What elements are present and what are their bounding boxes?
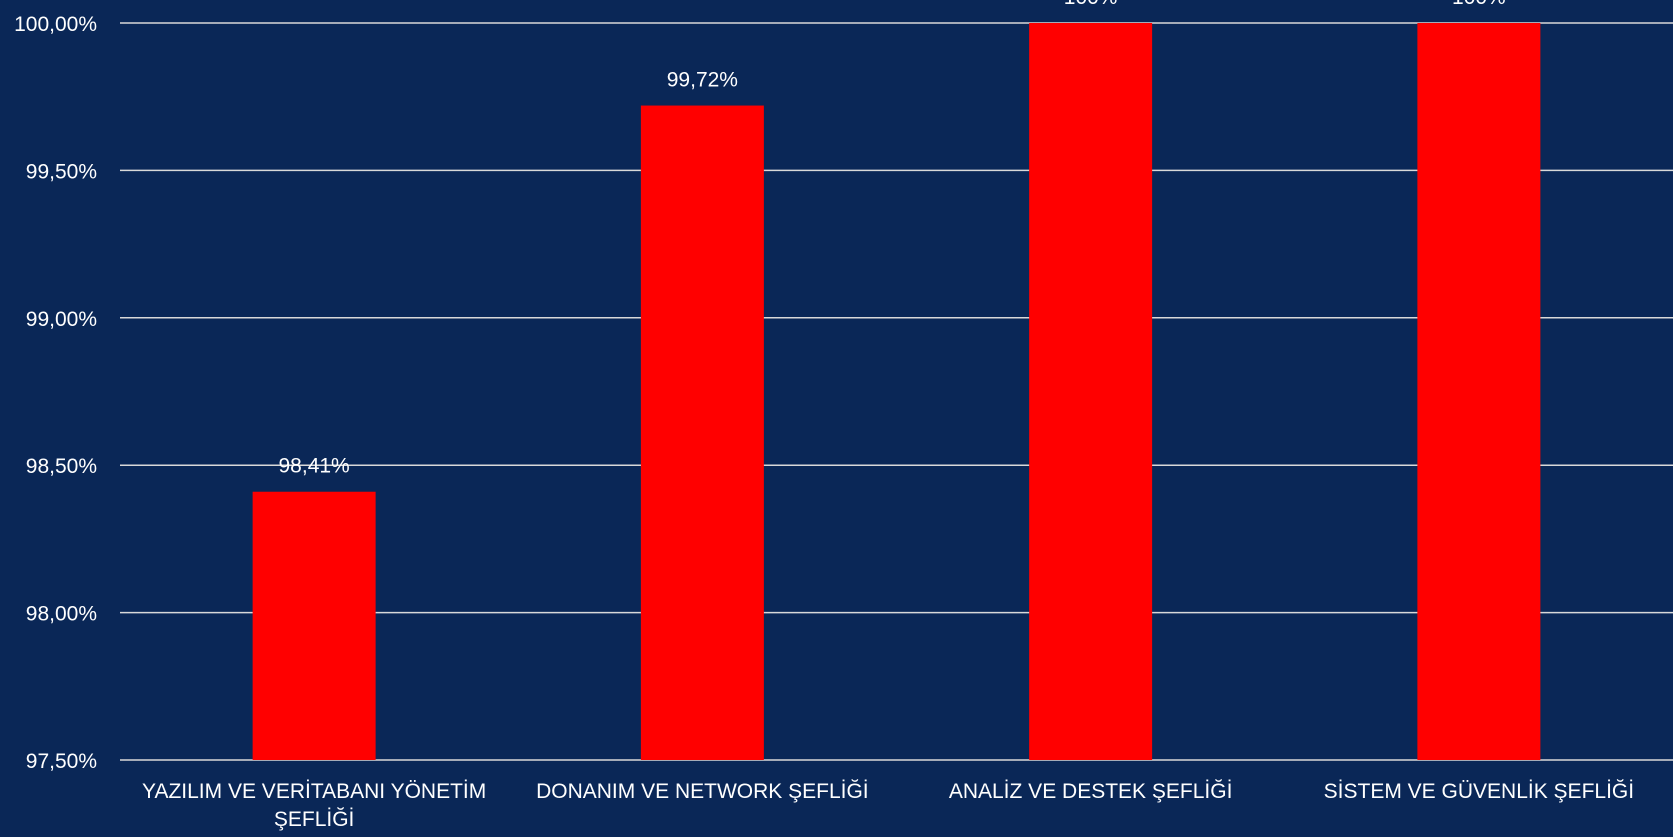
x-tick-label: YAZILIM VE VERİTABANI YÖNETİM ŞEFLİĞİ xyxy=(142,780,486,831)
bar xyxy=(1417,23,1541,760)
x-tick-label-line: ŞEFLİĞİ xyxy=(274,808,355,831)
y-tick-label: 98,50% xyxy=(26,455,97,478)
x-tick-label-line: DONANIM VE NETWORK ŞEFLİĞİ xyxy=(536,780,869,803)
y-tick-label: 100,00% xyxy=(14,13,97,36)
bar xyxy=(640,105,764,760)
grid-lines xyxy=(120,22,1673,761)
data-label: 100% xyxy=(1452,0,1506,9)
bars xyxy=(252,23,1541,760)
x-tick-label: ANALİZ VE DESTEK ŞEFLİĞİ xyxy=(949,780,1233,803)
bar xyxy=(252,491,376,760)
y-tick-label: 99,00% xyxy=(26,308,97,331)
y-tick-label: 99,50% xyxy=(26,160,97,183)
y-axis-tick-labels: 97,50% 98,00% 98,50% 99,00% 99,50% 100,00% xyxy=(14,13,97,773)
x-tick-label-line: YAZILIM VE VERİTABANI YÖNETİM xyxy=(142,780,486,803)
data-label: 99,72% xyxy=(667,69,738,92)
y-tick-label: 97,50% xyxy=(26,750,97,773)
x-tick-label-line: SİSTEM VE GÜVENLİK ŞEFLİĞİ xyxy=(1324,780,1634,803)
y-tick-label: 98,00% xyxy=(26,603,97,626)
x-axis-tick-labels: YAZILIM VE VERİTABANI YÖNETİM ŞEFLİĞİ DONA… xyxy=(142,780,1634,831)
x-tick-label: DONANIM VE NETWORK ŞEFLİĞİ xyxy=(536,780,869,803)
data-label: 98,41% xyxy=(279,455,350,478)
bar xyxy=(1029,23,1153,760)
x-tick-label-line: ANALİZ VE DESTEK ŞEFLİĞİ xyxy=(949,780,1233,803)
data-labels: 98,41% 99,72% 100% 100% xyxy=(279,0,1506,478)
x-tick-label: SİSTEM VE GÜVENLİK ŞEFLİĞİ xyxy=(1324,780,1634,803)
data-label: 100% xyxy=(1064,0,1118,9)
